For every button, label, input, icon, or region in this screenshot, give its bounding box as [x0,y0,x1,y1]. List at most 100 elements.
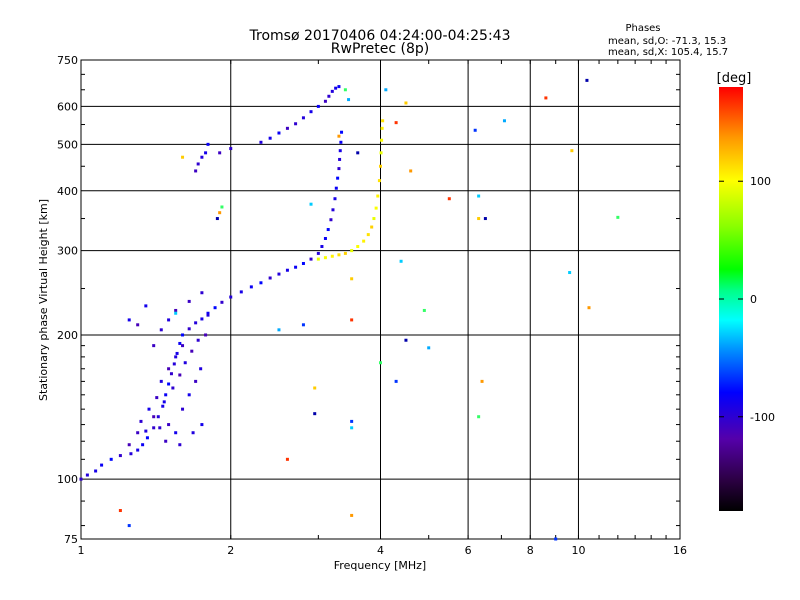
data-point [340,130,344,134]
data-point [320,244,324,248]
x-tick-labels: 1 2 4 6 8 10 16 [78,544,688,557]
data-point [323,256,327,260]
data-point [171,386,175,390]
data-point [309,110,313,114]
data-point [330,254,334,258]
data-point [164,393,168,397]
x-tick-label: 10 [571,544,585,557]
data-point [570,149,574,153]
data-point [379,151,383,155]
data-point [316,251,320,255]
data-point [152,415,156,419]
data-point [372,217,376,221]
data-point [330,89,334,93]
data-point [477,194,481,198]
chart-title: Tromsø 20170406 04:24:00-04:25:43 [249,28,511,44]
x-tick-label: 2 [227,544,234,557]
x-tick-label: 6 [465,544,472,557]
data-point [343,88,347,92]
data-point [350,419,354,423]
y-tick-label: 300 [57,245,78,258]
data-point [118,509,122,513]
data-point [301,116,305,120]
data-point [204,151,208,155]
data-point [174,355,178,359]
data-point [174,431,178,435]
x-tick-label: 1 [78,544,85,557]
data-point [327,94,331,98]
data-point [350,318,354,322]
data-point [381,119,385,123]
data-point [285,268,289,272]
data-point [356,244,360,248]
data-point [136,448,140,452]
data-point [187,299,191,303]
data-point [268,276,272,280]
data-point [199,367,203,371]
data-point [178,341,182,345]
data-point [144,429,148,433]
data-point [152,344,156,348]
data-point [259,281,263,285]
data-point [158,426,162,430]
data-point [422,308,426,312]
data-point [502,119,506,123]
data-point [175,351,179,355]
data-point [339,140,343,144]
data-point [200,291,204,295]
data-point [313,412,317,416]
data-point [337,85,341,89]
data-point [350,426,354,430]
data-point [187,393,191,397]
data-point [118,454,122,458]
data-point [136,431,140,435]
data-point [616,215,620,219]
data-point [376,194,380,198]
data-point [394,379,398,383]
data-point [187,327,191,331]
data-point [331,208,335,212]
data-point [337,134,341,138]
data-point [191,431,195,435]
data-point [162,400,166,404]
y-tick-label: 200 [57,329,78,342]
data-point [380,126,384,130]
data-point [213,306,217,310]
colorbar-tick-label: -100 [750,411,775,424]
data-point [309,257,313,261]
data-point [152,426,156,430]
data-point [174,311,178,315]
data-point [404,338,408,342]
data-point [94,469,98,473]
phases-heading: Phases [625,23,660,34]
data-point [167,367,171,371]
data-point [172,362,176,366]
data-point [109,457,113,461]
data-point [362,239,366,243]
data-point [167,423,171,427]
data-point [477,217,481,221]
data-point [380,138,384,142]
data-point [183,361,187,365]
data-point [374,206,378,210]
y-tick-label: 75 [64,533,78,546]
data-point [174,308,178,312]
data-point [277,131,281,135]
data-point [200,317,204,321]
data-point [127,318,131,322]
x-tick-label: 8 [527,544,534,557]
data-point [384,88,388,92]
data-point [409,169,413,173]
data-point [196,162,200,166]
colorbar-tick-label: 0 [750,293,757,306]
data-point [169,372,173,376]
data-point [554,537,558,541]
data-point [480,379,484,383]
phases-o-line: mean, sd,O: -71.3, 15.3 [608,36,726,47]
data-point [139,419,143,423]
data-point [323,99,327,103]
data-point [194,169,198,173]
data-point [343,251,347,255]
data-point [301,323,305,327]
